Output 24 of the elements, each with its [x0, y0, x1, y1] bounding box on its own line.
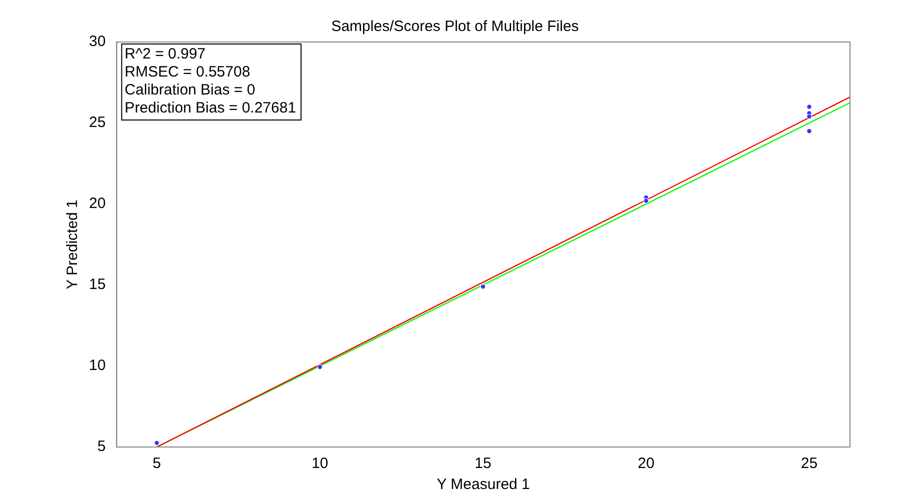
x-axis-title: Y Measured 1: [436, 476, 530, 494]
point: [480, 284, 486, 290]
x-tick-label: 25: [800, 455, 818, 472]
x-tick-label: 5: [152, 455, 161, 472]
point: [806, 128, 812, 134]
y-tick-label: 10: [88, 357, 106, 374]
annotation: Prediction Bias = 0.27681: [124, 100, 296, 117]
chart-title: Samples/Scores Plot of Multiple Files: [331, 18, 579, 36]
y-tick-label: 5: [97, 438, 106, 456]
y-tick-label: 20: [88, 195, 106, 212]
y-axis-title: Y Predicted 1: [64, 200, 82, 290]
annotation: Calibration Bias = 0: [124, 82, 256, 99]
annotation: R^2 = 0.997: [124, 46, 206, 63]
x-tick-label: 10: [312, 455, 328, 472]
x-tick-label: 20: [638, 455, 654, 472]
x-tick-label: 15: [474, 455, 492, 472]
point: [806, 104, 812, 110]
point: [643, 198, 649, 204]
point: [317, 364, 323, 370]
y-tick-label: 15: [88, 276, 106, 294]
annotation: RMSEC = 0.55708: [124, 64, 250, 81]
y-tick-label: 30: [88, 33, 106, 50]
y-tick-label: 25: [88, 114, 106, 132]
point: [806, 114, 812, 120]
